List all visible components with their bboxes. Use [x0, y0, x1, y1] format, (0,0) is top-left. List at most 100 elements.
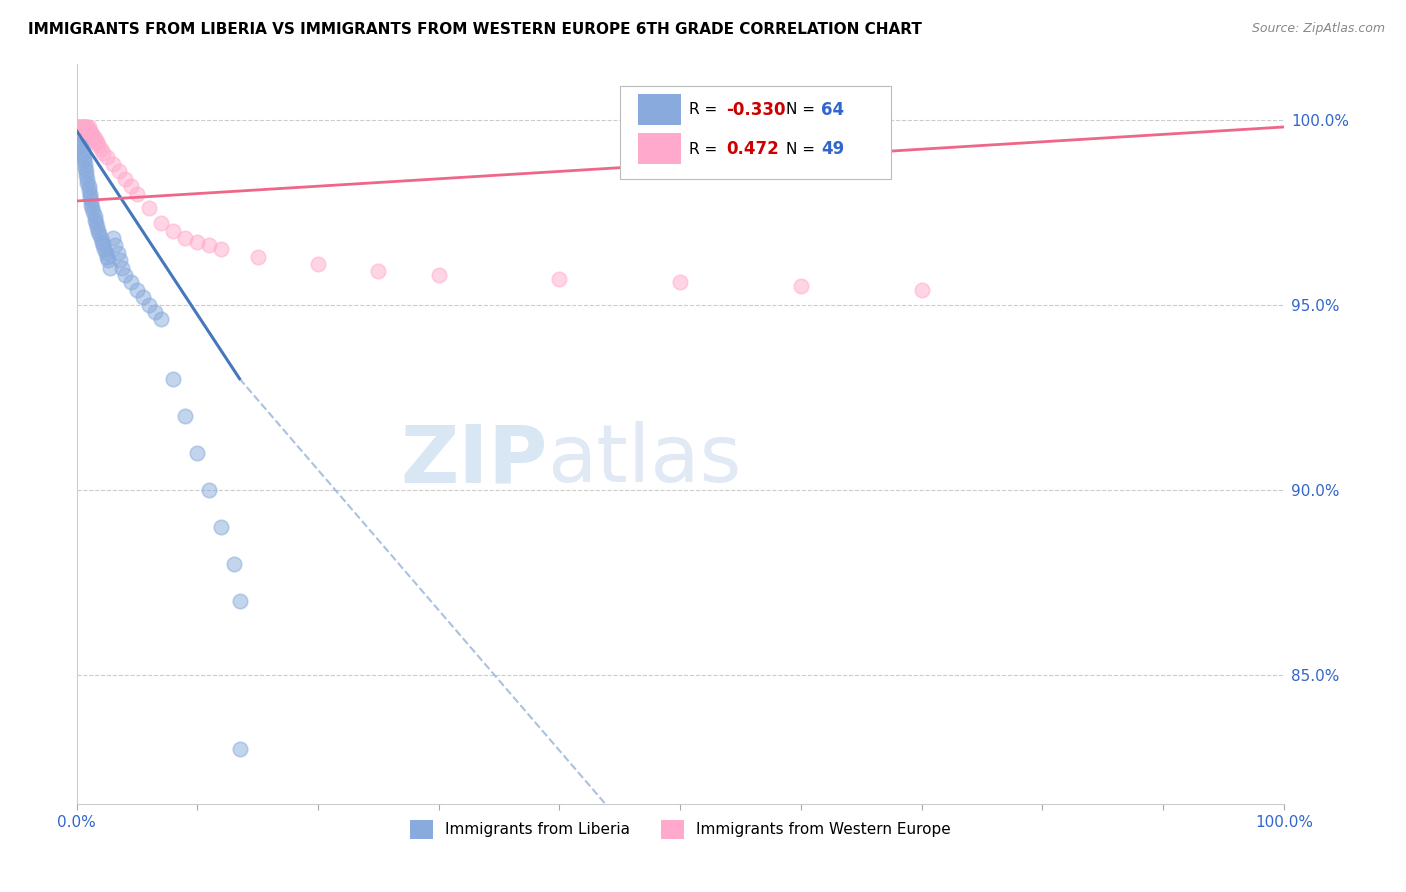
Point	[80, 128, 103, 142]
FancyBboxPatch shape	[638, 94, 682, 125]
Point	[79, 190, 101, 204]
Point	[67, 124, 90, 138]
Point	[83, 209, 105, 223]
Point	[75, 120, 97, 134]
Point	[79, 124, 101, 138]
Point	[87, 138, 110, 153]
Point	[84, 135, 107, 149]
Point	[76, 124, 98, 138]
Point	[69, 131, 91, 145]
Point	[69, 128, 91, 142]
Point	[108, 164, 131, 178]
Point	[125, 283, 148, 297]
Text: Source: ZipAtlas.com: Source: ZipAtlas.com	[1251, 22, 1385, 36]
Point	[73, 157, 96, 171]
Point	[101, 157, 124, 171]
Text: R =: R =	[689, 103, 721, 118]
Point	[367, 264, 389, 278]
Point	[66, 120, 89, 134]
Point	[80, 194, 103, 208]
Point	[138, 202, 160, 216]
Point	[86, 135, 108, 149]
Point	[125, 186, 148, 201]
Point	[76, 176, 98, 190]
Point	[138, 298, 160, 312]
Point	[104, 238, 127, 252]
Point	[198, 483, 221, 497]
Point	[73, 124, 96, 138]
Point	[107, 245, 129, 260]
Point	[90, 231, 112, 245]
FancyBboxPatch shape	[638, 133, 682, 164]
Text: ZIP: ZIP	[401, 421, 547, 500]
Point	[150, 312, 173, 326]
Legend: Immigrants from Liberia, Immigrants from Western Europe: Immigrants from Liberia, Immigrants from…	[404, 814, 956, 845]
Point	[90, 235, 112, 249]
Point	[150, 216, 173, 230]
Point	[427, 268, 450, 282]
Point	[77, 183, 100, 197]
Point	[72, 142, 94, 156]
Point	[93, 242, 115, 256]
Point	[84, 216, 107, 230]
Point	[79, 186, 101, 201]
Point	[82, 128, 104, 142]
Point	[186, 446, 208, 460]
Point	[80, 197, 103, 211]
Point	[209, 519, 232, 533]
Point	[86, 219, 108, 234]
Text: N =: N =	[786, 103, 820, 118]
Point	[75, 164, 97, 178]
Point	[246, 250, 269, 264]
Point	[72, 120, 94, 134]
Point	[73, 153, 96, 168]
Point	[162, 372, 184, 386]
Text: 64: 64	[821, 101, 845, 119]
Point	[91, 238, 114, 252]
Point	[911, 283, 934, 297]
Point	[82, 205, 104, 219]
Point	[70, 120, 93, 134]
Point	[96, 250, 118, 264]
Point	[89, 227, 111, 242]
Point	[114, 171, 136, 186]
Point	[83, 131, 105, 145]
Point	[70, 135, 93, 149]
Point	[73, 120, 96, 134]
Point	[83, 212, 105, 227]
Point	[76, 171, 98, 186]
Point	[143, 305, 166, 319]
Point	[228, 741, 250, 756]
Point	[162, 224, 184, 238]
Point	[82, 131, 104, 145]
Point	[67, 120, 90, 134]
Point	[91, 145, 114, 160]
Text: IMMIGRANTS FROM LIBERIA VS IMMIGRANTS FROM WESTERN EUROPE 6TH GRADE CORRELATION : IMMIGRANTS FROM LIBERIA VS IMMIGRANTS FR…	[28, 22, 922, 37]
Point	[73, 120, 96, 134]
Point	[90, 142, 112, 156]
Text: atlas: atlas	[547, 421, 742, 500]
Point	[209, 242, 232, 256]
Point	[66, 120, 89, 134]
Text: R =: R =	[689, 142, 727, 157]
Point	[222, 557, 245, 571]
FancyBboxPatch shape	[620, 87, 891, 178]
Text: N =: N =	[786, 142, 820, 157]
Point	[120, 179, 142, 194]
Point	[73, 150, 96, 164]
Point	[72, 145, 94, 160]
Point	[132, 290, 155, 304]
Point	[198, 238, 221, 252]
Point	[75, 168, 97, 182]
Point	[72, 124, 94, 138]
Text: -0.330: -0.330	[725, 101, 786, 119]
Point	[69, 120, 91, 134]
Point	[82, 202, 104, 216]
Point	[114, 268, 136, 282]
Point	[73, 161, 96, 175]
Point	[77, 120, 100, 134]
Point	[77, 179, 100, 194]
Point	[73, 120, 96, 134]
Point	[97, 253, 120, 268]
Point	[76, 120, 98, 134]
